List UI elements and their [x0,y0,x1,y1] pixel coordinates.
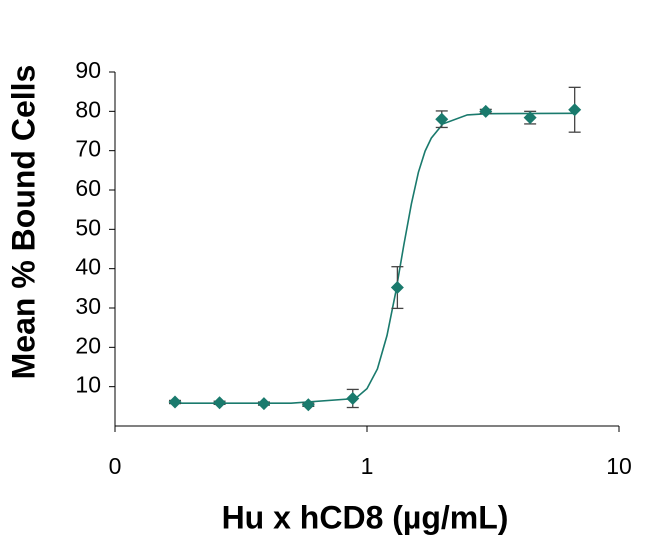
y-tick-label: 70 [75,136,101,162]
y-tick-label: 40 [75,254,101,280]
y-tick-label: 10 [75,372,101,398]
y-tick-label: 60 [75,175,101,201]
y-tick-label: 50 [75,214,101,240]
y-tick-label: 30 [75,293,101,319]
marker [213,396,227,410]
marker [523,111,537,125]
marker [301,398,315,412]
x-tick-label: 0 [109,453,122,479]
marker [168,395,182,409]
marker [479,104,493,118]
fit-curve [175,112,575,404]
marker [346,391,360,405]
y-tick-label: 80 [75,96,101,122]
marker [435,112,449,126]
marker [390,281,404,295]
x-tick-label: 10 [606,453,632,479]
marker [257,397,271,411]
x-tick-label: 1 [361,453,374,479]
x-axis-title: Hu x hCD8 (µg/mL) [222,499,509,535]
marker [568,103,582,117]
y-axis-title: Mean % Bound Cells [5,65,41,380]
y-tick-label: 20 [75,332,101,358]
y-tick-label: 90 [75,57,101,83]
